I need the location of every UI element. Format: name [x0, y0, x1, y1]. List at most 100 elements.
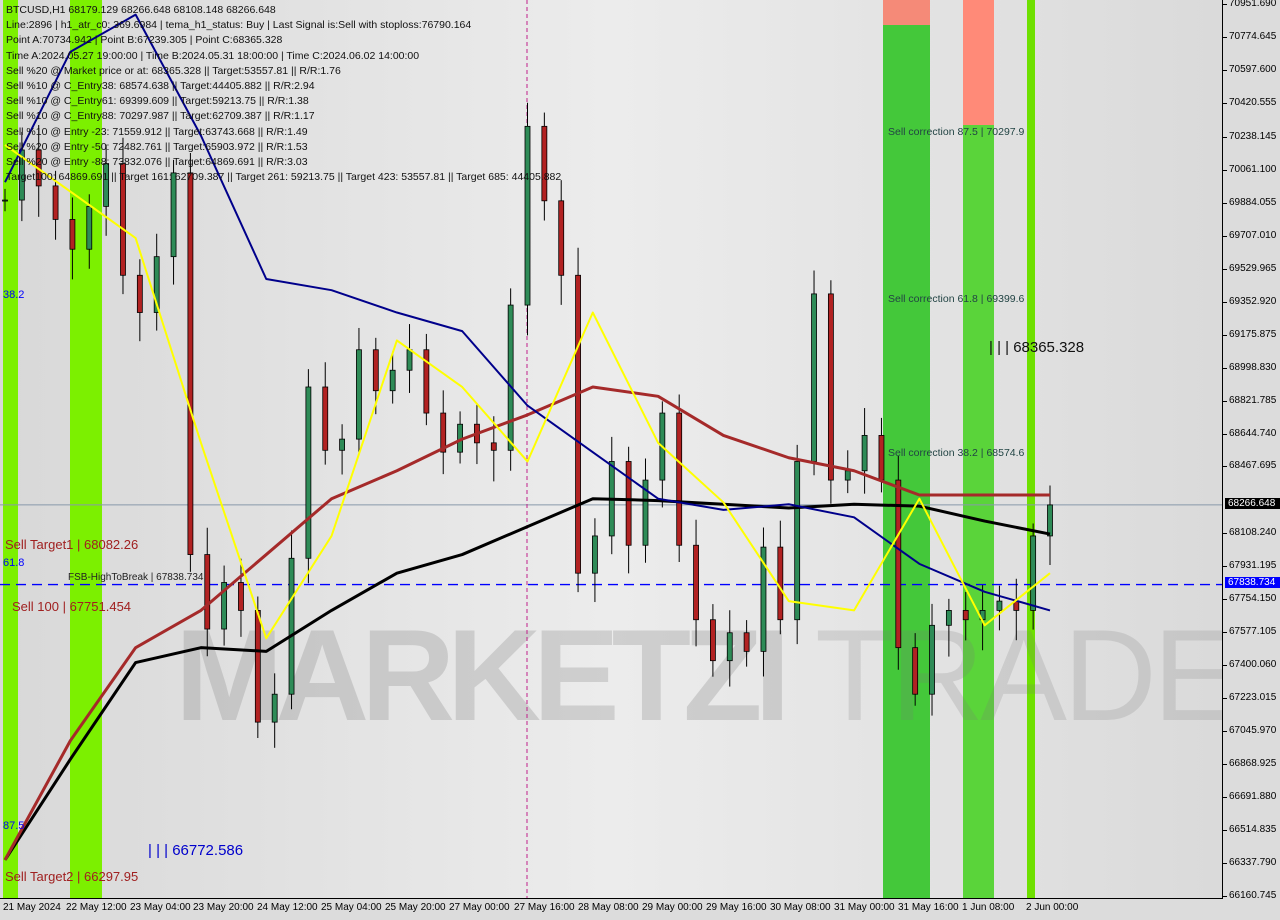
info-line: Line:2896 | h1_atr_c0: 369.6984 | tema_h… — [6, 19, 472, 32]
ma-line-2 — [3, 385, 1050, 861]
ma-line-4 — [4, 144, 1051, 640]
price-tick: 69529.965 — [1222, 262, 1277, 274]
correction-382-label: Sell correction 38.2 | 68574.6 — [888, 447, 1025, 459]
time-tick: 29 May 16:00 — [706, 902, 767, 913]
price-tick: 69352.920 — [1222, 295, 1277, 307]
time-tick: 23 May 20:00 — [193, 902, 254, 913]
candle — [1047, 504, 1053, 537]
price-tick: 70951.690 — [1222, 0, 1277, 9]
band-5 — [1027, 0, 1035, 898]
candle — [794, 461, 801, 621]
price-tick: 70061.100 — [1222, 163, 1277, 175]
candle — [254, 610, 261, 723]
candle — [322, 386, 329, 451]
price-tick: 68821.785 — [1222, 394, 1277, 406]
time-tick: 21 May 2024 — [3, 902, 61, 913]
price-tick: 66160.745 — [1222, 890, 1277, 901]
point-b-label: | | | 66772.586 — [148, 842, 244, 859]
time-tick: 22 May 12:00 — [66, 902, 127, 913]
price-tick: 66337.790 — [1222, 857, 1277, 869]
candle — [406, 349, 413, 371]
candle — [86, 205, 93, 250]
band-4 — [963, 0, 994, 898]
time-tick: 29 May 00:00 — [642, 902, 703, 913]
price-tick: 67754.150 — [1222, 593, 1277, 605]
left-382-label: 38.2 — [3, 289, 25, 301]
info-line: Sell %10 @ C_Entry38: 68574.638 || Targe… — [6, 80, 315, 93]
candle — [726, 632, 733, 662]
candle — [372, 349, 379, 392]
candle — [945, 610, 952, 626]
price-tick: 69884.055 — [1222, 196, 1277, 208]
candle — [507, 304, 514, 451]
time-tick: 2 Jun 00:00 — [1026, 902, 1079, 913]
time-tick: 28 May 08:00 — [578, 902, 639, 913]
candle — [743, 632, 750, 652]
band-3 — [883, 0, 930, 898]
time-tick: 30 May 08:00 — [770, 902, 831, 913]
time-tick: 31 May 00:00 — [834, 902, 895, 913]
info-line: Time A:2024.05.27 19:00:00 | Time B:2024… — [6, 49, 420, 62]
band-2 — [70, 0, 102, 898]
candle — [490, 442, 497, 451]
candle — [440, 412, 447, 453]
price-tick: 67045.970 — [1222, 725, 1277, 737]
correction-618-label: Sell correction 61.8 | 69399.6 — [888, 293, 1025, 305]
candle — [777, 546, 784, 621]
price-tick: 70420.555 — [1222, 96, 1277, 108]
price-tick: 69707.010 — [1222, 229, 1277, 241]
candle — [2, 199, 8, 202]
correction-875-label: Sell correction 87.5 | 70297.9 — [888, 126, 1025, 138]
price-tick: 70597.600 — [1222, 63, 1277, 75]
candle — [187, 172, 194, 555]
candle — [120, 163, 126, 276]
candle — [423, 349, 430, 414]
time-tick: 25 May 04:00 — [321, 902, 382, 913]
candle — [861, 435, 868, 472]
info-line: Sell %20 @ Entry -88: 73832.076 || Targe… — [6, 156, 308, 169]
info-line: Sell %10 @ Entry -23: 71559.912 || Targe… — [6, 125, 308, 138]
candle — [136, 274, 143, 313]
price-tick: 66868.925 — [1222, 758, 1277, 770]
price-tick: 70238.145 — [1222, 130, 1277, 142]
left-618-label: 61.8 — [3, 557, 25, 569]
price-tick: 68998.830 — [1222, 361, 1277, 373]
price-axis[interactable]: 68266.648 67838.734 70951.690 70774.645 70… — [1222, 0, 1280, 901]
watermark-brand: MARKETZI — [175, 602, 791, 748]
price-tick: 69175.875 — [1222, 328, 1277, 340]
time-tick: 31 May 16:00 — [898, 902, 959, 913]
candle — [962, 610, 969, 621]
price-tick: 68467.695 — [1222, 460, 1277, 472]
candle — [676, 412, 683, 546]
candle — [238, 582, 244, 611]
candle — [69, 219, 76, 250]
price-tick: 67931.195 — [1222, 560, 1277, 572]
fsb-label: FSB-HighToBreak | 67838.734 — [68, 572, 204, 583]
candle — [339, 438, 345, 451]
time-tick: 1 Jun 08:00 — [962, 902, 1015, 913]
price-tick: 67400.060 — [1222, 659, 1277, 671]
candle — [895, 479, 902, 649]
candle — [878, 435, 885, 481]
info-line: Point A:70734.942 | Point B:67239.305 | … — [6, 34, 283, 47]
watermark-suffix: TRADE — [815, 602, 1223, 748]
candle — [103, 163, 110, 207]
candle — [356, 349, 362, 440]
ma-line-3 — [4, 13, 1051, 612]
candle — [625, 461, 632, 546]
candle — [305, 386, 312, 559]
fsb-price-box: 67838.734 — [1225, 577, 1280, 588]
info-line: Sell %10 @ C_Entry61: 69399.609 || Targe… — [6, 95, 309, 108]
current-price-box: 68266.648 — [1225, 498, 1280, 509]
candle — [996, 600, 1003, 611]
candle — [153, 256, 160, 313]
band-1 — [3, 0, 18, 898]
time-tick: 27 May 16:00 — [514, 902, 575, 913]
time-tick: 25 May 20:00 — [385, 902, 446, 913]
candle — [929, 624, 935, 695]
candle — [575, 274, 581, 574]
plot-area[interactable]: MARKETZI TRADE BTCUSD,H1 68179.129 68266… — [0, 0, 1223, 899]
info-line: Sell %20 @ Entry -50: 72482.761 || Targe… — [6, 140, 308, 153]
candle — [1030, 535, 1037, 611]
